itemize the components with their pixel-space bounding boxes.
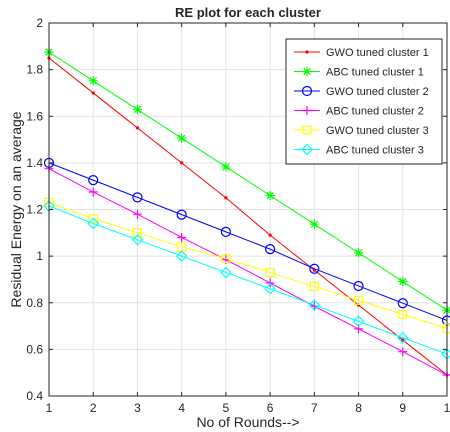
y-tick-label: 0.4 xyxy=(26,389,43,403)
series-line xyxy=(48,168,448,376)
data-point xyxy=(177,133,187,143)
legend-label: GWO tuned cluster 1 xyxy=(326,47,429,59)
data-point xyxy=(220,226,231,237)
data-point xyxy=(398,309,408,320)
series-1 xyxy=(47,56,449,377)
data-point xyxy=(265,267,275,278)
series-line xyxy=(48,57,448,376)
data-point xyxy=(180,161,184,165)
legend-item: ABC tuned cluster 3 xyxy=(294,143,424,157)
data-point xyxy=(132,104,142,114)
data-point xyxy=(398,277,408,287)
x-tick-label: 4 xyxy=(178,401,185,415)
data-point xyxy=(220,266,232,279)
data-point xyxy=(224,196,228,200)
y-tick-label: 2 xyxy=(36,16,43,30)
y-tick-label: 1.8 xyxy=(26,63,43,77)
series-layer xyxy=(43,47,450,380)
data-point xyxy=(132,228,143,238)
data-point xyxy=(177,232,187,242)
series-5 xyxy=(44,197,450,333)
legend-item: GWO tuned cluster 2 xyxy=(294,85,429,98)
data-point xyxy=(221,162,231,172)
series-line xyxy=(48,51,448,311)
legend-item: GWO tuned cluster 3 xyxy=(294,125,429,137)
data-point xyxy=(88,175,99,186)
series-3 xyxy=(43,157,450,326)
data-point xyxy=(308,299,321,311)
data-point xyxy=(135,126,140,130)
data-point xyxy=(353,280,364,292)
y-tick-label: 1 xyxy=(36,249,43,263)
data-point xyxy=(352,315,365,328)
legend-item: ABC tuned cluster 1 xyxy=(294,67,424,79)
series-line xyxy=(48,162,448,321)
legend-item: GWO tuned cluster 1 xyxy=(294,47,429,59)
legend-marker xyxy=(302,67,312,76)
data-point xyxy=(175,250,188,262)
data-point xyxy=(353,295,364,306)
y-tick-label: 1.6 xyxy=(26,109,43,123)
data-point xyxy=(396,331,409,344)
data-point xyxy=(91,91,95,95)
legend: GWO tuned cluster 1 ABC tuned cluster 1 GW… xyxy=(285,38,443,165)
data-point xyxy=(131,233,144,246)
chart-title: RE plot for each cluster xyxy=(175,5,321,20)
x-tick-label: 1 xyxy=(444,401,450,415)
legend-label: ABC tuned cluster 2 xyxy=(326,106,424,118)
legend-marker xyxy=(302,106,312,115)
legend-marker xyxy=(301,143,313,156)
y-axis-title: Residual Energy on an average xyxy=(8,111,24,307)
data-point xyxy=(176,209,187,220)
y-tick-label: 0.8 xyxy=(26,296,43,310)
data-point xyxy=(401,338,405,342)
axis-ticks: 1 2 3 4 5 6 7 8 9 10.40.60.811.21.41.61.82 xyxy=(26,16,450,415)
y-tick-label: 1.4 xyxy=(26,156,43,170)
legend-marker xyxy=(301,85,313,97)
data-point xyxy=(309,281,319,292)
data-point xyxy=(398,347,408,357)
data-point xyxy=(88,214,98,224)
x-tick-label: 9 xyxy=(399,401,406,415)
legend-item: ABC tuned cluster 2 xyxy=(294,106,424,118)
x-axis-title: No of Rounds--> xyxy=(196,414,299,430)
data-point xyxy=(264,282,276,295)
x-tick-label: 1 xyxy=(46,401,53,415)
data-point xyxy=(309,263,320,274)
legend-box xyxy=(285,38,443,165)
legend-label: GWO tuned cluster 3 xyxy=(326,125,429,137)
series-line xyxy=(48,205,448,355)
data-point xyxy=(88,76,98,86)
x-tick-label: 6 xyxy=(267,401,274,415)
data-point xyxy=(309,219,319,229)
legend-label: ABC tuned cluster 1 xyxy=(326,67,424,79)
data-point xyxy=(221,253,231,264)
data-point xyxy=(132,209,142,219)
x-tick-label: 3 xyxy=(134,401,141,415)
data-point xyxy=(132,192,143,203)
series-line xyxy=(48,202,448,329)
x-tick-label: 7 xyxy=(311,401,318,415)
y-tick-label: 0.6 xyxy=(26,342,43,356)
legend-marker xyxy=(305,50,309,54)
y-tick-label: 1.2 xyxy=(26,203,43,217)
legend-marker xyxy=(302,125,312,135)
data-point xyxy=(354,248,364,258)
x-tick-label: 2 xyxy=(90,401,97,415)
data-point xyxy=(265,244,276,255)
data-point xyxy=(265,191,275,201)
legend-label: GWO tuned cluster 2 xyxy=(326,86,429,98)
data-point xyxy=(87,217,100,230)
data-point xyxy=(397,298,408,309)
data-point xyxy=(88,187,98,197)
x-tick-label: 5 xyxy=(223,401,230,415)
x-tick-label: 8 xyxy=(355,401,362,415)
legend-label: ABC tuned cluster 3 xyxy=(326,145,424,157)
data-point xyxy=(268,233,272,237)
